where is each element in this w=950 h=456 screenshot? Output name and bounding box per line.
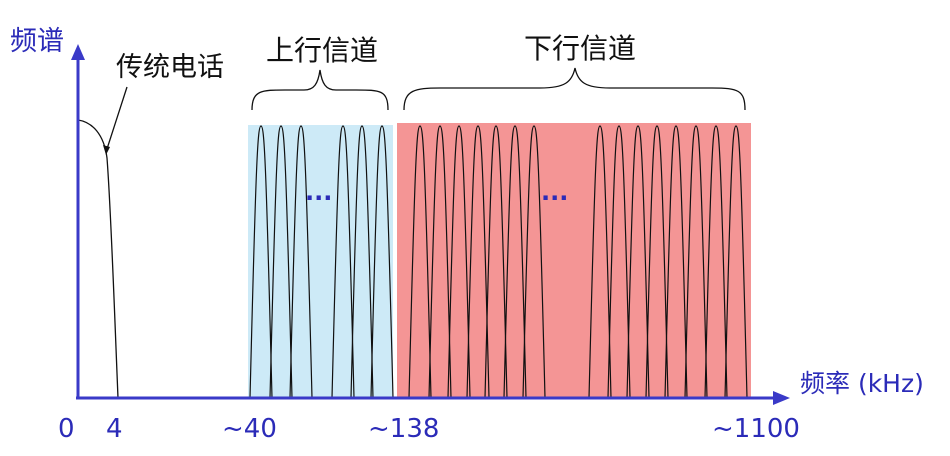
carrier-lobe xyxy=(331,125,355,399)
phone-label: 传统电话 xyxy=(116,52,224,83)
x-axis-arrow xyxy=(773,391,790,405)
tick-label-138: ~138 xyxy=(368,414,439,444)
upstream-label: 上行信道 xyxy=(266,34,378,67)
carrier-lobe xyxy=(484,125,508,399)
tick-label-1100: ~1100 xyxy=(712,414,800,444)
carrier-lobe xyxy=(447,125,471,399)
carrier-lobe xyxy=(664,125,688,399)
carrier-lobe xyxy=(645,125,669,399)
carrier-lobe xyxy=(607,125,631,399)
sub-channel-carriers xyxy=(249,125,748,399)
carrier-lobe xyxy=(704,125,728,399)
downstream-brace xyxy=(403,67,746,111)
upstream-band xyxy=(248,125,393,398)
carrier-lobe xyxy=(249,125,273,399)
carrier-lobe xyxy=(428,125,452,399)
carrier-lobe xyxy=(289,125,313,399)
carrier-lobe xyxy=(684,125,708,399)
phone-label-pointer-arrowhead xyxy=(103,145,110,155)
x-axis-label: 频率 (kHz) xyxy=(800,369,924,398)
y-axis-arrow xyxy=(71,44,85,60)
upstream-ellipsis: ... xyxy=(305,178,332,206)
carrier-lobe xyxy=(626,125,650,399)
tick-label-0: 0 xyxy=(58,414,75,444)
carrier-lobe xyxy=(269,125,293,399)
phone-label-pointer xyxy=(105,86,128,153)
carrier-lobe xyxy=(724,125,748,399)
y-axis-label: 频谱 xyxy=(10,26,64,57)
upstream-brace xyxy=(251,69,389,111)
downstream-ellipsis: ... xyxy=(541,178,568,206)
carrier-lobe xyxy=(588,125,612,399)
tick-label-4: 4 xyxy=(106,414,123,444)
phone-spectrum-curve xyxy=(77,119,119,399)
tick-label-40: ~40 xyxy=(222,414,277,444)
carrier-lobe xyxy=(350,125,374,399)
carrier-lobe xyxy=(503,125,527,399)
carrier-lobe xyxy=(466,125,490,399)
carrier-lobe xyxy=(408,125,432,399)
carrier-lobe xyxy=(522,125,546,399)
downstream-label: 下行信道 xyxy=(524,32,636,65)
carrier-lobe xyxy=(370,125,394,399)
